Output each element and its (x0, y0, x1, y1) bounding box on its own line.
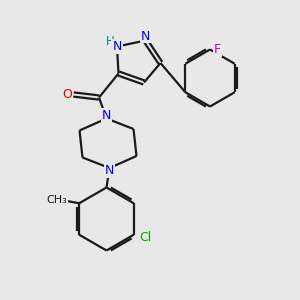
Text: Cl: Cl (139, 231, 151, 244)
Text: O: O (63, 88, 72, 101)
Text: CH₃: CH₃ (46, 195, 67, 205)
Text: H: H (106, 34, 115, 48)
Text: N: N (105, 164, 114, 178)
Text: F: F (214, 43, 221, 56)
Text: N: N (102, 109, 111, 122)
Text: N: N (141, 29, 150, 43)
Text: N: N (112, 40, 122, 53)
